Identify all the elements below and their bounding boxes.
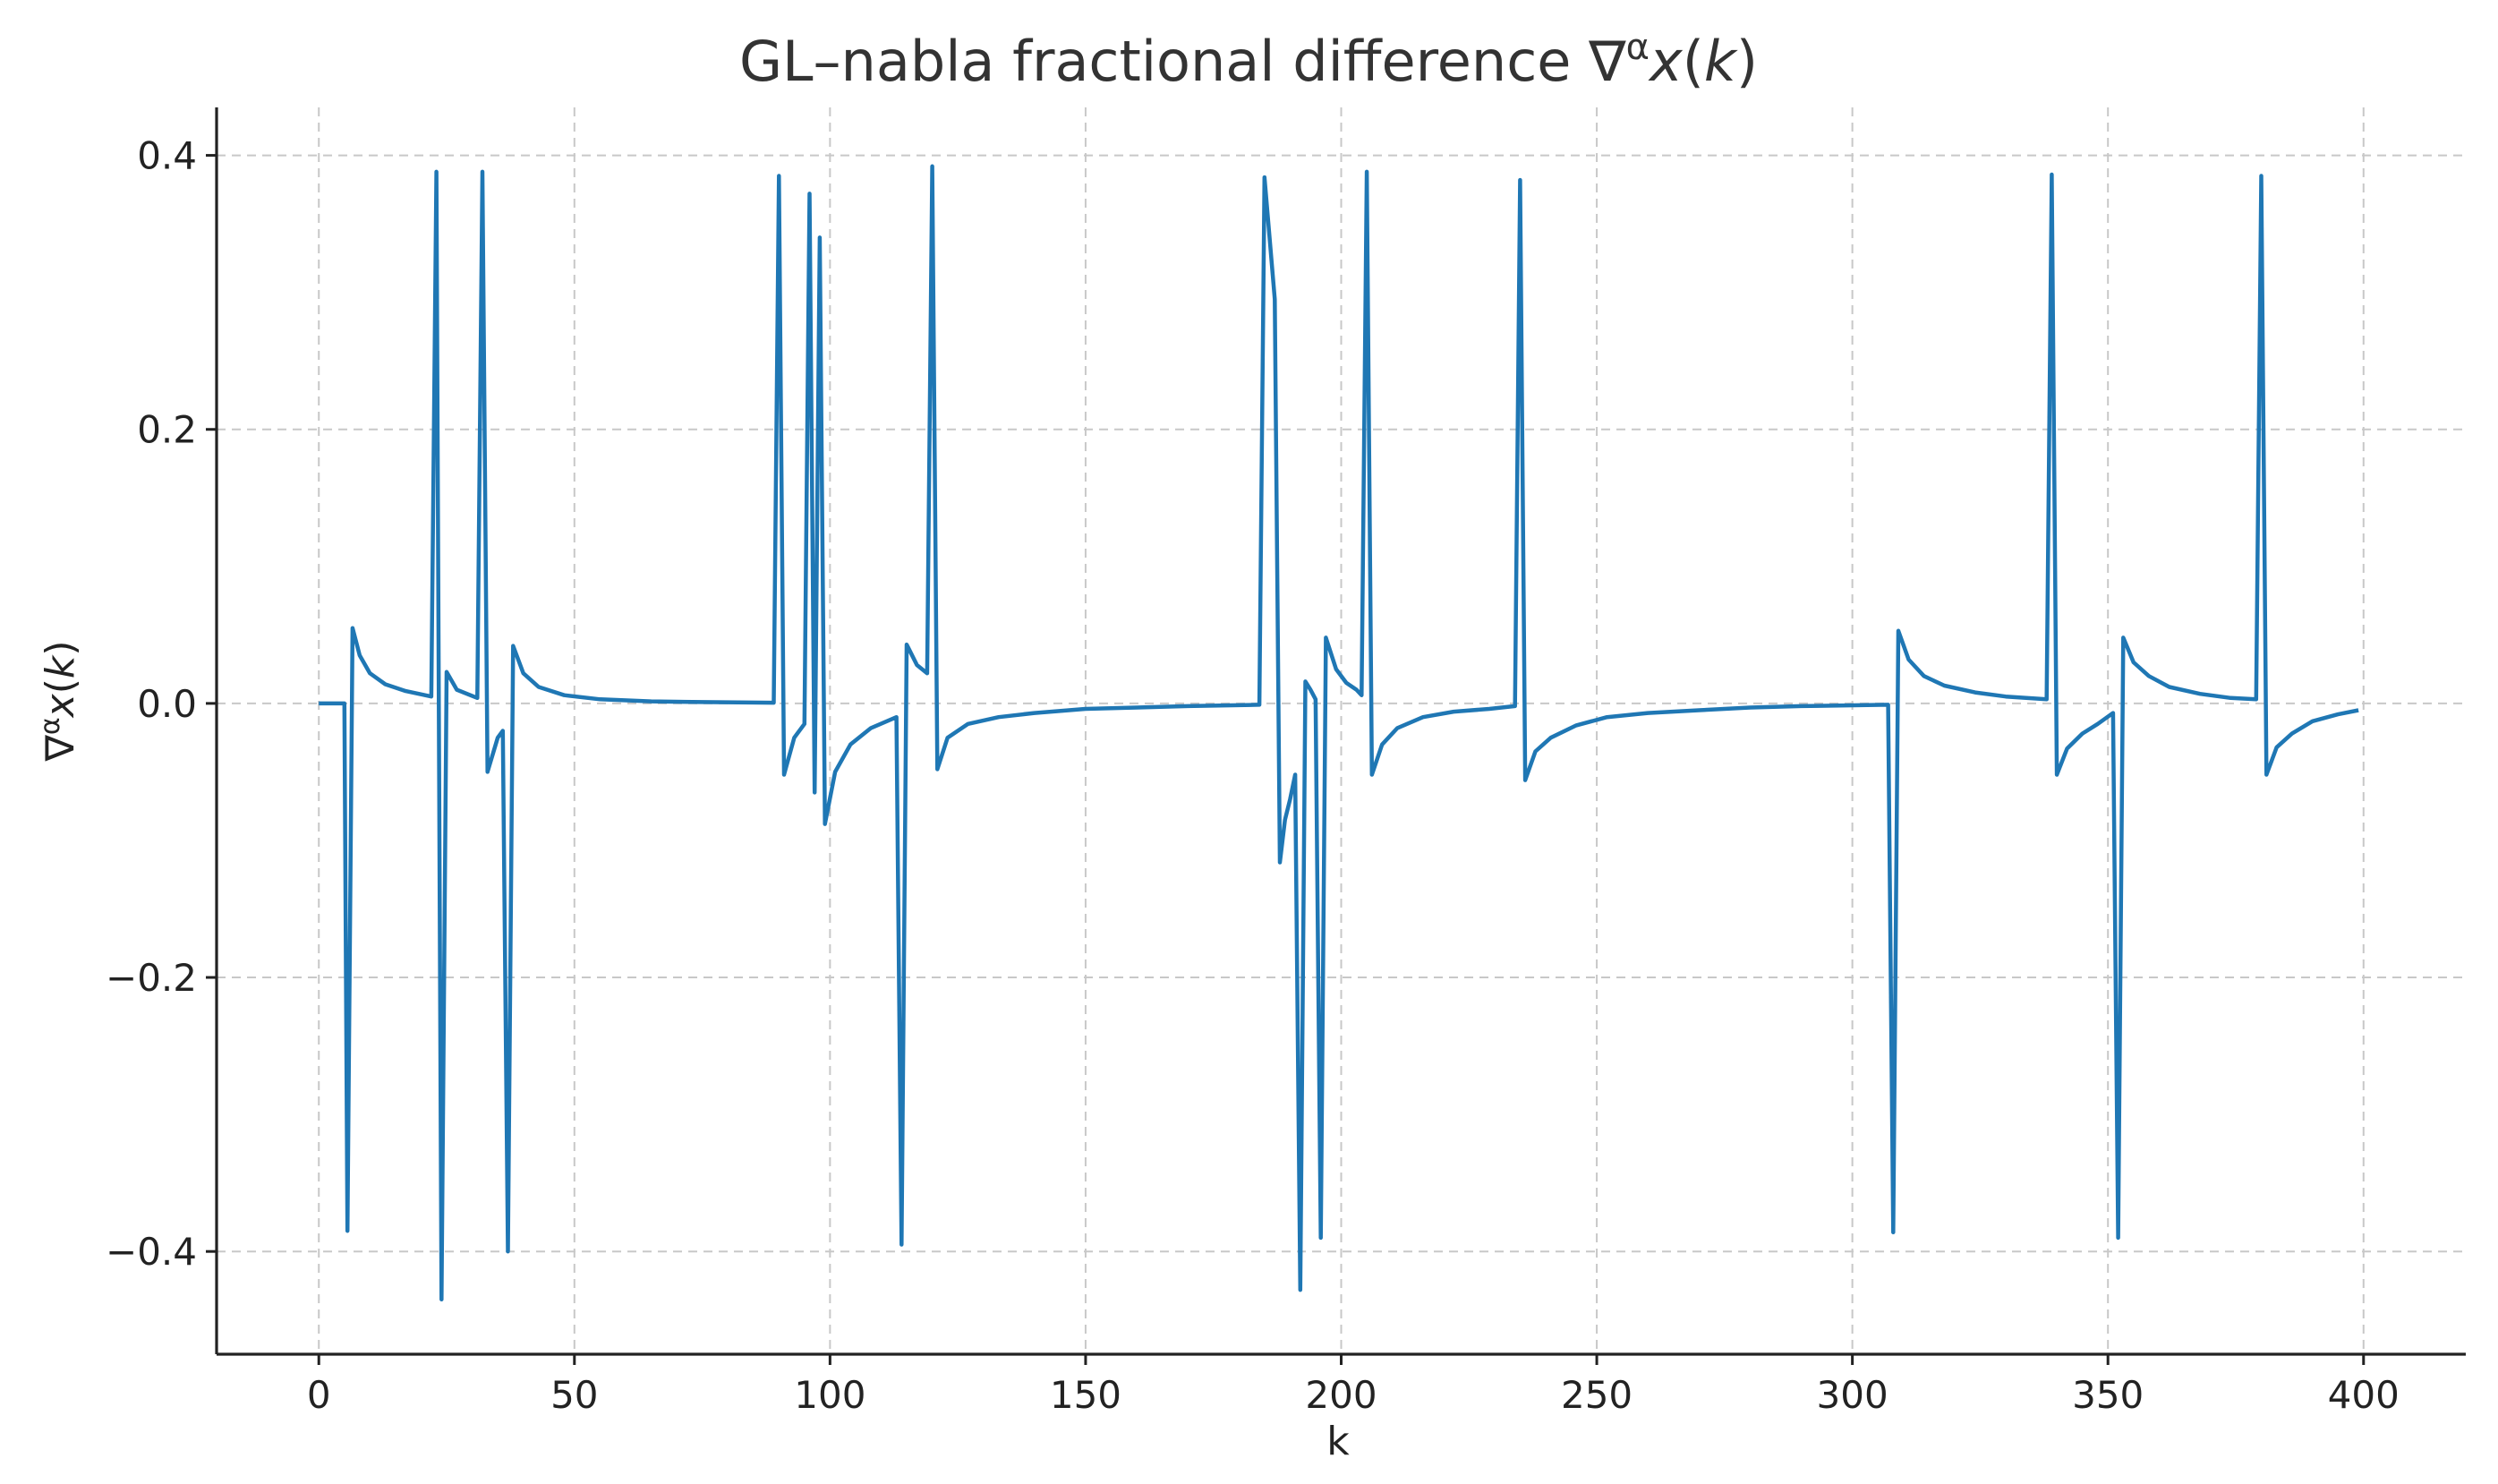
y-tick-label: 0.4 [137, 134, 197, 178]
series-layer [319, 164, 2359, 1302]
x-tick-label: 0 [307, 1373, 331, 1417]
y-tick-label: −0.4 [106, 1230, 197, 1274]
x-tick-label: 200 [1305, 1373, 1377, 1417]
x-tick-label: 400 [2328, 1373, 2400, 1417]
y-tick-label: −0.2 [106, 956, 197, 1000]
x-tick-label: 250 [1561, 1373, 1633, 1417]
axis-ticks [206, 154, 2366, 1365]
x-tick-label: 150 [1050, 1373, 1121, 1417]
x-tick-label: 100 [794, 1373, 865, 1417]
series-line [319, 164, 2359, 1302]
y-tick-label: 0.0 [137, 682, 197, 726]
x-tick-label: 50 [550, 1373, 598, 1417]
y-tick-label: 0.2 [137, 408, 197, 452]
grid-lines [217, 107, 2466, 1354]
x-tick-label: 300 [1817, 1373, 1888, 1417]
y-axis-label: ∇αx(k) [35, 640, 83, 762]
chart-title: GL–nabla fractional difference ∇αx(k) [739, 27, 1758, 94]
x-tick-label: 350 [2072, 1373, 2144, 1417]
x-axis-label: k [1326, 1419, 1350, 1464]
